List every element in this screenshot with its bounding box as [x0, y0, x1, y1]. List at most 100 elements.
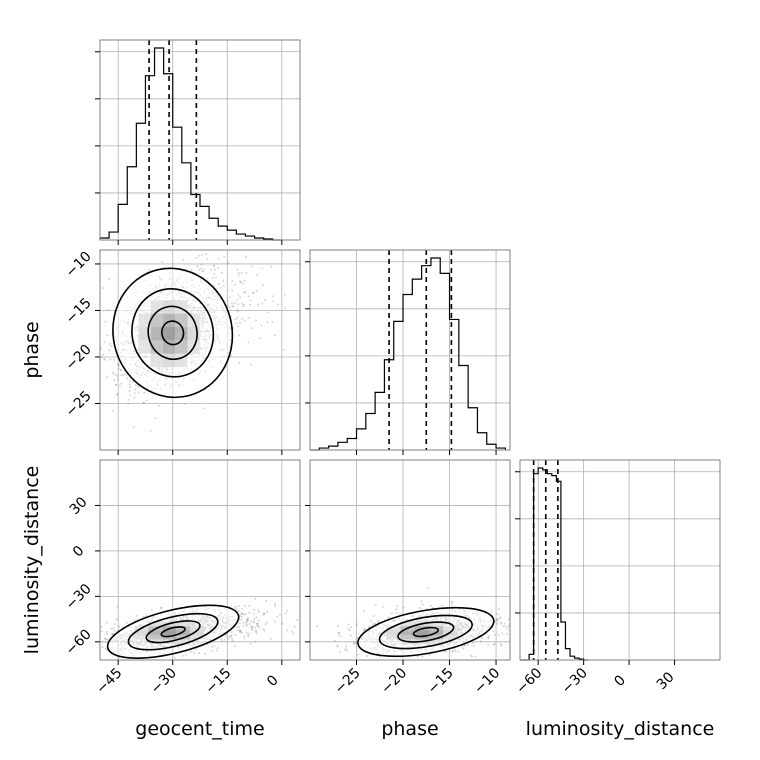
scatter-point — [210, 268, 213, 271]
scatter-point — [219, 287, 222, 290]
scatter-point — [234, 605, 237, 608]
scatter-point — [247, 634, 250, 637]
scatter-point — [333, 639, 336, 642]
scatter-point — [240, 615, 243, 618]
scatter-point — [256, 622, 259, 625]
scatter-point — [104, 647, 107, 650]
scatter-point — [222, 279, 225, 282]
scatter-point — [247, 634, 250, 637]
scatter-point — [143, 391, 146, 394]
scatter-point — [253, 617, 256, 620]
scatter-point — [223, 255, 226, 258]
scatter-point — [104, 641, 107, 644]
scatter-point — [203, 407, 206, 410]
scatter-point — [101, 646, 104, 649]
scatter-point — [257, 609, 260, 612]
scatter-point — [117, 363, 120, 366]
scatter-point — [377, 619, 380, 622]
scatter-point — [203, 268, 206, 271]
scatter-point — [249, 642, 252, 645]
scatter-point — [399, 612, 402, 615]
y-tick-label: 30 — [67, 494, 91, 518]
scatter-point — [238, 334, 241, 337]
scatter-point — [245, 623, 248, 626]
scatter-point — [265, 599, 268, 602]
scatter-point — [240, 618, 243, 621]
scatter-point — [357, 653, 359, 656]
scatter-point — [200, 267, 203, 270]
scatter-point — [245, 271, 248, 274]
scatter-point — [119, 368, 122, 371]
scatter-point — [116, 393, 119, 396]
scatter-point — [227, 261, 230, 264]
scatter-point — [128, 383, 131, 386]
scatter-point — [243, 637, 246, 640]
scatter-point — [120, 369, 122, 372]
scatter-point — [464, 644, 467, 647]
scatter-point — [154, 417, 157, 420]
scatter-point — [250, 363, 252, 366]
scatter-point — [428, 653, 431, 656]
scatter-point — [266, 610, 269, 613]
scatter-point — [242, 304, 245, 306]
scatter-point — [236, 310, 239, 313]
scatter-point — [500, 622, 503, 625]
scatter-point — [129, 380, 131, 383]
scatter-point — [112, 371, 115, 374]
scatter-point — [271, 321, 274, 323]
scatter-point — [121, 374, 124, 376]
scatter-point — [105, 621, 108, 624]
scatter-point — [256, 622, 259, 625]
contour-level — [131, 288, 215, 378]
scatter-point — [350, 626, 353, 629]
scatter-point — [111, 632, 114, 635]
scatter-point — [249, 620, 252, 623]
scatter-point — [271, 295, 274, 298]
scatter-point — [291, 630, 294, 633]
scatter-point — [374, 622, 376, 625]
scatter-point — [118, 625, 121, 628]
histogram-phase — [310, 257, 506, 451]
x-tick-label: −45 — [93, 665, 125, 697]
scatter-point — [250, 626, 253, 629]
scatter-point — [112, 627, 115, 630]
scatter-point — [231, 640, 234, 643]
scatter-point — [231, 304, 234, 307]
scatter-point — [126, 621, 128, 624]
scatter-point — [427, 587, 430, 590]
scatter-point — [256, 624, 259, 627]
scatter-point — [260, 324, 263, 327]
scatter-point — [292, 632, 295, 635]
scatter-point — [237, 274, 240, 277]
scatter-point — [495, 618, 498, 621]
scatter-point — [231, 302, 233, 305]
scatter-point — [236, 629, 238, 632]
scatter-point — [116, 378, 119, 381]
scatter-point — [196, 265, 199, 268]
scatter-point — [228, 635, 231, 638]
scatter-point — [116, 375, 119, 377]
x-axis-label-luminosity_distance: luminosity_distance — [526, 718, 715, 740]
scatter-point — [236, 268, 239, 271]
scatter-point — [420, 600, 423, 603]
scatter-point — [259, 336, 262, 339]
scatter-point — [278, 613, 281, 616]
contour-level — [161, 320, 185, 346]
scatter-point — [239, 280, 242, 283]
scatter-point — [103, 357, 106, 360]
scatter-point — [372, 623, 375, 626]
scatter-point — [487, 635, 490, 638]
scatter-point — [244, 291, 246, 294]
scatter-point — [133, 392, 136, 394]
scatter-point — [124, 373, 127, 376]
x-tick-label: −25 — [332, 665, 364, 697]
scatter-point — [237, 293, 240, 296]
scatter-point — [206, 277, 209, 280]
scatter-point — [248, 623, 251, 625]
scatter-point — [242, 622, 245, 625]
y-tick-label: −25 — [63, 388, 95, 420]
panel-1-1-background — [310, 250, 510, 450]
scatter-point — [217, 267, 220, 270]
scatter-point — [349, 634, 352, 637]
